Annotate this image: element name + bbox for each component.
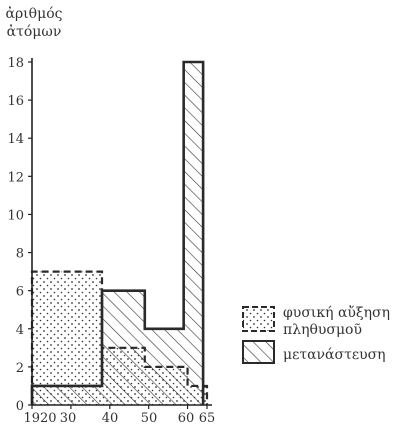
axis-labels: 0 2 4 6 8 10 12 14 16 18 1920 30 40 50 60 65 ἀριθμόςἀτόμ… [6,5,216,426]
legend-swatch-natural-increase [242,306,275,332]
axes [28,58,212,409]
bar-natural-increase-0 [32,271,102,405]
x-tick-label: 30 [60,411,77,426]
legend-label-migration: μετανάστευση [283,347,386,363]
legend-label-natural-increase: φυσική αὔξηση [283,304,390,321]
bar-migration-3 [183,62,204,405]
bar-outlines [30,60,209,405]
legend-swatch-migration [242,340,275,364]
x-tick-label: 40 [102,411,119,426]
y-tick-label: 0 [16,399,24,414]
y-tick-label: 18 [7,56,24,71]
x-tick-label: 60 [178,411,195,426]
y-tick-label: 8 [16,247,24,262]
x-tick-label: 1920 [23,411,56,426]
y-axis-title: ἀτόμων [7,23,62,40]
legend-label-natural-increase: πληθυσμοῦ [283,322,362,338]
y-axis-title: ἀριθμός [6,5,63,22]
y-tick-label: 10 [7,208,24,223]
x-tick-label: 50 [141,411,158,426]
y-tick-label: 4 [16,323,24,338]
y-tick-label: 6 [16,285,24,300]
series-outline-natural-increase [30,270,209,405]
y-tick-label: 16 [7,94,24,109]
y-tick-label: 2 [16,361,24,376]
y-tick-label: 14 [7,132,24,147]
bar-migration-0 [32,385,102,405]
y-tick-label: 12 [7,170,24,185]
series-outline-migration [30,60,205,405]
bar-fills [32,62,207,405]
x-tick-label: 65 [199,411,216,426]
